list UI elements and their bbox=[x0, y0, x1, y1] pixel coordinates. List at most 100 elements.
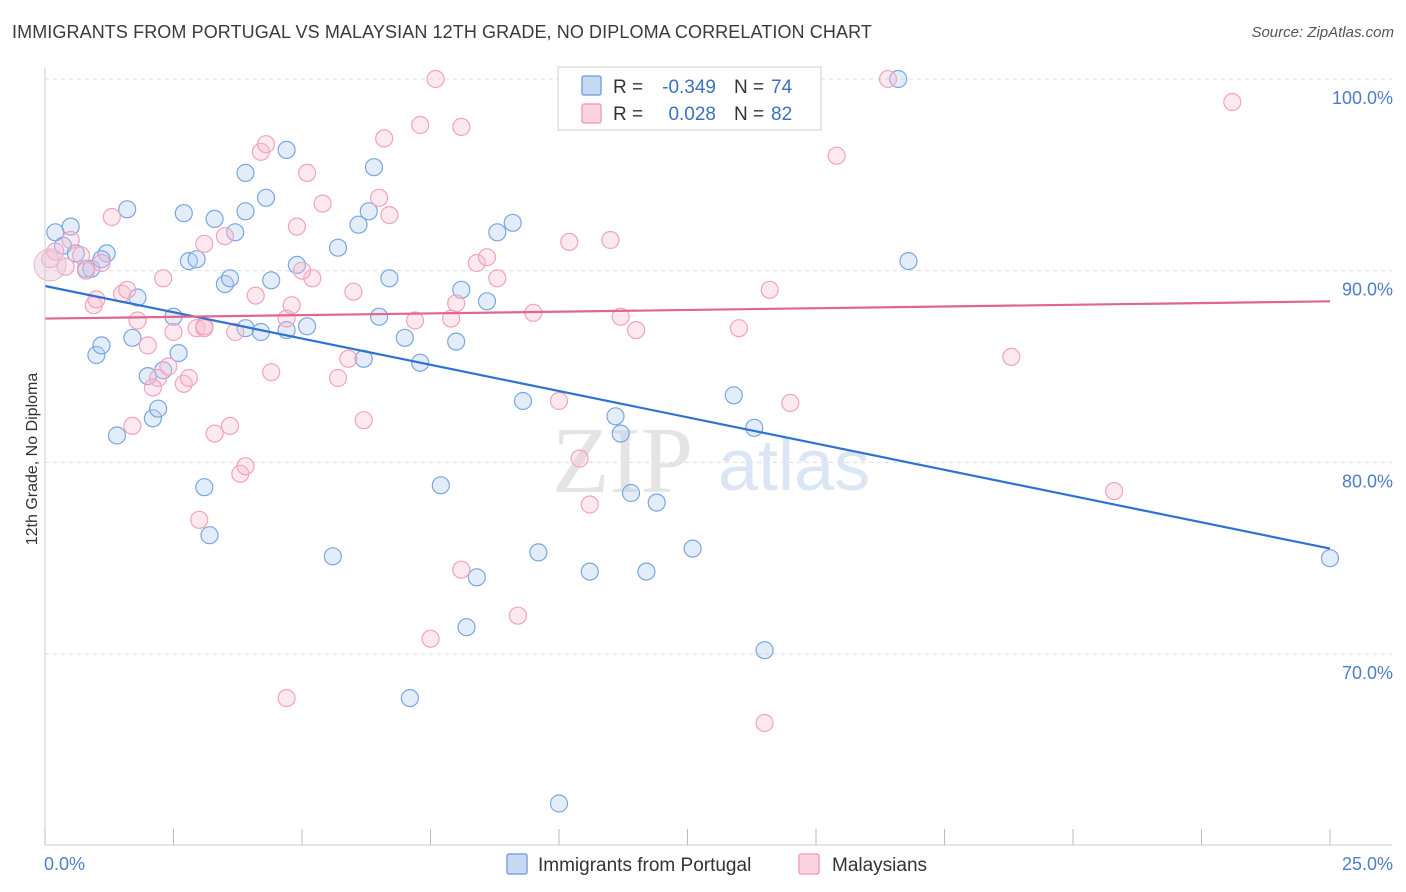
point-malaysians bbox=[303, 269, 322, 288]
point-malaysians bbox=[195, 234, 214, 253]
point-portugal bbox=[87, 345, 106, 365]
point-portugal bbox=[467, 568, 486, 587]
point-malaysians bbox=[560, 232, 579, 251]
point-portugal bbox=[580, 562, 599, 581]
stats-r-label-portugal: R = bbox=[613, 77, 643, 98]
point-portugal bbox=[169, 344, 188, 363]
point-portugal bbox=[637, 562, 656, 581]
point-portugal bbox=[359, 202, 378, 221]
y-tick-label: 80.0% bbox=[1342, 471, 1393, 491]
trend-lines bbox=[44, 284, 1331, 550]
legend-label-portugal: Immigrants from Portugal bbox=[538, 855, 751, 876]
point-portugal bbox=[457, 618, 476, 637]
point-portugal bbox=[143, 409, 162, 428]
point-malaysians bbox=[159, 357, 178, 376]
point-malaysians bbox=[215, 227, 234, 246]
point-portugal bbox=[256, 188, 276, 207]
point-malaysians bbox=[164, 322, 183, 342]
point-malaysians bbox=[375, 129, 394, 148]
point-malaysians bbox=[354, 411, 373, 430]
point-malaysians bbox=[421, 629, 440, 648]
point-malaysians bbox=[298, 163, 317, 182]
point-portugal bbox=[621, 483, 641, 503]
stats-swatch-portugal bbox=[581, 75, 602, 96]
point-malaysians bbox=[344, 282, 363, 301]
point-portugal bbox=[123, 328, 142, 347]
point-portugal bbox=[431, 476, 450, 495]
point-portugal bbox=[395, 328, 414, 347]
point-malaysians bbox=[149, 368, 168, 388]
point-malaysians bbox=[426, 69, 445, 89]
point-portugal bbox=[477, 292, 497, 311]
point-malaysians bbox=[611, 307, 630, 326]
legend-swatch-malaysians bbox=[798, 853, 820, 875]
stats-n-label-portugal: N = bbox=[734, 77, 764, 98]
point-malaysians bbox=[256, 135, 276, 154]
point-portugal bbox=[549, 794, 569, 813]
stats-r-label-malaysians: R = bbox=[613, 104, 643, 125]
trend-line-portugal bbox=[44, 284, 1331, 550]
point-portugal bbox=[529, 543, 548, 562]
point-malaysians bbox=[508, 606, 528, 625]
point-malaysians bbox=[601, 230, 620, 250]
point-portugal bbox=[287, 255, 306, 274]
legend: Immigrants from Portugal Malaysians bbox=[506, 853, 927, 876]
point-malaysians bbox=[143, 378, 162, 397]
point-portugal bbox=[611, 424, 630, 443]
point-malaysians bbox=[287, 217, 306, 236]
point-portugal bbox=[236, 163, 255, 182]
point-portugal bbox=[364, 158, 384, 177]
point-malaysians bbox=[626, 321, 646, 340]
chart-title: IMMIGRANTS FROM PORTUGAL VS MALAYSIAN 12… bbox=[12, 22, 872, 42]
point-malaysians bbox=[570, 449, 589, 468]
point-malaysians bbox=[102, 207, 121, 227]
point-malaysians bbox=[138, 336, 157, 355]
point-portugal bbox=[118, 200, 137, 219]
point-malaysians bbox=[1104, 482, 1124, 501]
point-malaysians bbox=[760, 280, 779, 299]
stats-n-value-malaysians: 82 bbox=[771, 104, 792, 125]
point-portugal bbox=[513, 391, 533, 411]
x-tick-label: 25.0% bbox=[1342, 854, 1393, 874]
point-portugal bbox=[277, 140, 296, 159]
y-axis-label: 12th Grade, No Diploma bbox=[24, 373, 41, 546]
point-malaysians bbox=[292, 261, 312, 280]
point-portugal bbox=[647, 493, 666, 512]
point-portugal bbox=[488, 223, 507, 242]
point-malaysians bbox=[179, 368, 198, 388]
point-portugal bbox=[107, 426, 127, 445]
point-malaysians bbox=[118, 280, 137, 299]
stats-swatch-malaysians bbox=[581, 103, 602, 124]
point-portugal bbox=[187, 250, 206, 269]
point-malaysians bbox=[313, 194, 332, 213]
point-malaysians bbox=[128, 311, 147, 330]
point-portugal bbox=[298, 317, 317, 336]
point-malaysians bbox=[246, 286, 265, 305]
stats-n-value-portugal: 74 bbox=[771, 77, 793, 98]
point-cluster bbox=[33, 248, 67, 282]
point-malaysians bbox=[46, 242, 65, 261]
point-portugal bbox=[447, 332, 466, 351]
point-malaysians bbox=[755, 713, 774, 733]
point-portugal bbox=[220, 269, 240, 288]
point-malaysians bbox=[1002, 347, 1021, 366]
point-portugal bbox=[92, 336, 111, 355]
point-malaysians bbox=[174, 374, 193, 393]
source-label: Source: ZipAtlas.com bbox=[1251, 24, 1394, 41]
point-portugal bbox=[328, 238, 348, 257]
point-malaysians bbox=[477, 248, 497, 267]
point-portugal bbox=[215, 275, 234, 294]
point-malaysians bbox=[123, 416, 142, 435]
stats-r-value-malaysians: 0.028 bbox=[668, 104, 716, 125]
point-malaysians bbox=[781, 393, 800, 412]
point-malaysians bbox=[262, 363, 281, 382]
point-malaysians bbox=[370, 188, 389, 207]
point-malaysians bbox=[277, 688, 296, 708]
point-malaysians bbox=[87, 290, 106, 309]
point-malaysians bbox=[236, 457, 255, 476]
point-malaysians bbox=[452, 560, 471, 579]
point-portugal bbox=[349, 215, 368, 234]
point-malaysians bbox=[488, 269, 507, 288]
y-tick-label: 100.0% bbox=[1332, 88, 1393, 108]
point-malaysians bbox=[71, 246, 91, 265]
